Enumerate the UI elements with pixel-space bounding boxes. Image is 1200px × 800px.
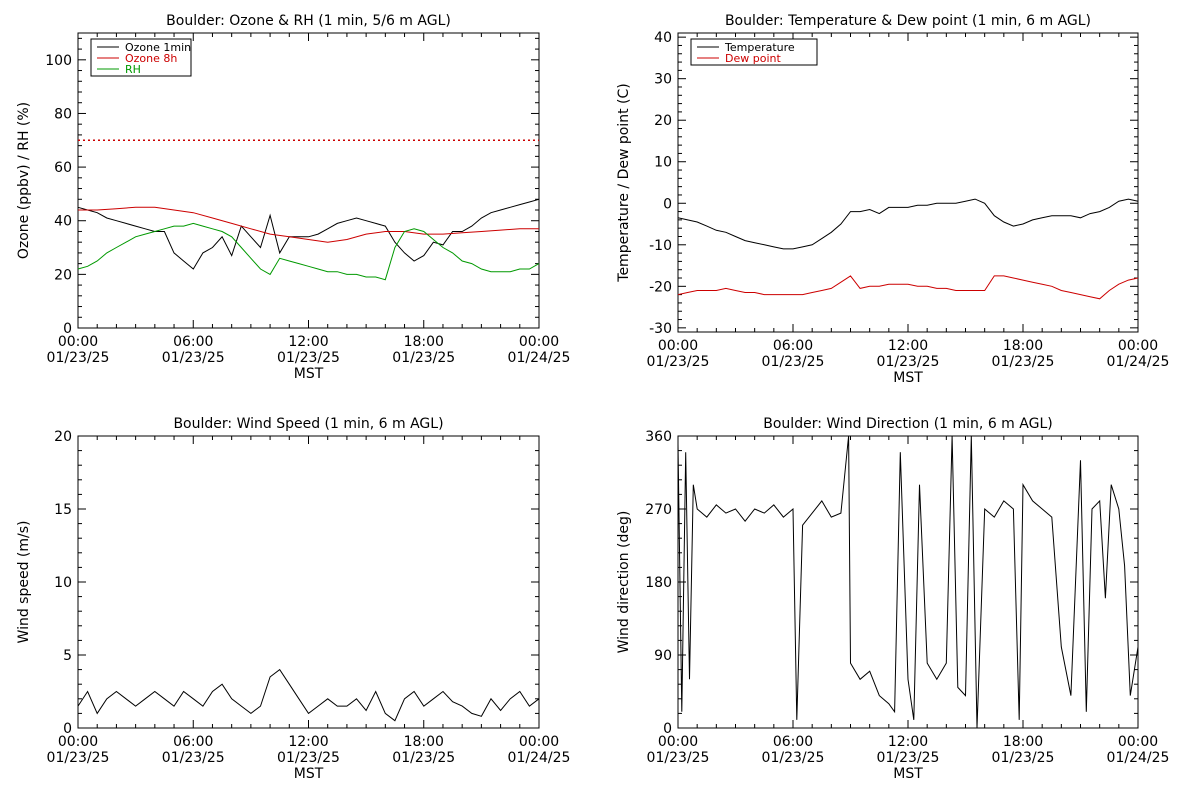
y-tick-label: 90 [654,648,672,664]
x-tick-label-time: 06:00 [773,734,813,750]
chart-title: Boulder: Wind Direction (1 min, 6 m AGL) [763,416,1052,432]
x-tick-label-time: 18:00 [1003,734,1043,750]
y-tick-label: 360 [645,429,672,445]
x-tick-label-time: 06:00 [773,338,813,354]
y-tick-label: -20 [649,279,672,295]
y-tick-label: 100 [45,53,72,69]
y-axis-label: Wind direction (deg) [616,511,632,654]
legend-label: RH [125,63,141,76]
x-tick-label-time: 00:00 [658,734,698,750]
x-tick-label-time: 00:00 [519,734,559,750]
x-tick-label-date: 01/24/25 [508,350,571,366]
x-tick-label-time: 00:00 [1118,734,1158,750]
chart-title: Boulder: Wind Speed (1 min, 6 m AGL) [173,416,443,432]
x-tick-label-date: 01/23/25 [647,354,710,370]
x-tick-label-time: 00:00 [1118,338,1158,354]
x-tick-label-date: 01/23/25 [762,750,825,766]
x-tick-label-date: 01/23/25 [47,350,110,366]
plot-frame [677,32,1139,333]
x-tick-label-date: 01/23/25 [877,354,940,370]
y-tick-label: 0 [663,196,672,212]
series-line-0 [77,198,540,270]
y-tick-label: 20 [654,113,672,129]
series-line-0 [77,668,540,722]
x-tick-label-time: 06:00 [173,334,213,350]
y-axis-label: Wind speed (m/s) [16,521,32,644]
series-line-1 [677,275,1139,300]
plot-frame [77,435,540,729]
x-tick-label-time: 00:00 [58,734,98,750]
series-line-2 [77,222,540,281]
x-tick-label-date: 01/23/25 [992,354,1055,370]
x-tick-label-time: 00:00 [58,334,98,350]
y-tick-label: 80 [54,106,72,122]
y-tick-label: 40 [654,30,672,46]
x-tick-label-time: 00:00 [658,338,698,354]
x-tick-label-date: 01/23/25 [877,750,940,766]
x-tick-label-time: 12:00 [888,734,928,750]
x-tick-label-date: 01/24/25 [508,750,571,766]
chart-panel-2: Boulder: Wind Speed (1 min, 6 m AGL) 00:0… [16,416,570,782]
y-tick-label: 30 [654,72,672,88]
y-axis-label: Temperature / Dew point (C) [616,83,632,282]
series-line-1 [78,206,539,243]
y-tick-label: -30 [649,321,672,337]
series-line-0 [677,198,1139,250]
x-axis-label: MST [893,766,923,782]
x-tick-label-date: 01/23/25 [392,750,455,766]
chart-panel-3: Boulder: Wind Direction (1 min, 6 m AGL)… [616,416,1169,782]
x-tick-label-date: 01/24/25 [1107,354,1170,370]
y-tick-label: 270 [645,502,672,518]
chart-panel-1: Boulder: Temperature & Dew point (1 min,… [616,13,1169,386]
x-tick-label-date: 01/23/25 [47,750,110,766]
y-tick-label: 40 [54,214,72,230]
legend-box [690,38,818,66]
x-tick-label-date: 01/23/25 [647,750,710,766]
chart-title: Boulder: Ozone & RH (1 min, 5/6 m AGL) [166,13,451,29]
x-tick-label-time: 12:00 [888,338,928,354]
x-tick-label-time: 00:00 [519,334,559,350]
series-line-0 [677,435,1139,729]
y-tick-label: 10 [54,575,72,591]
x-tick-label-time: 18:00 [1003,338,1043,354]
x-tick-label-date: 01/23/25 [162,350,225,366]
chart-panel-0: Boulder: Ozone & RH (1 min, 5/6 m AGL)00… [16,13,570,382]
legend-label: Ozone 1min [125,41,191,54]
x-axis-label: MST [294,366,324,382]
y-tick-label: 10 [654,155,672,171]
y-tick-label: -10 [649,238,672,254]
legend-label: Ozone 8h [125,52,177,65]
x-tick-label-time: 06:00 [173,734,213,750]
x-axis-label: MST [294,766,324,782]
plot-frame [77,32,540,329]
y-tick-label: 60 [54,160,72,176]
x-tick-label-date: 01/23/25 [277,750,340,766]
y-tick-label: 5 [63,648,72,664]
x-tick-label-time: 18:00 [404,334,444,350]
legend-label: Temperature [724,41,795,54]
y-tick-label: 15 [54,502,72,518]
x-axis-label: MST [893,370,923,386]
x-tick-label-time: 12:00 [288,734,328,750]
x-tick-label-date: 01/23/25 [992,750,1055,766]
x-tick-label-date: 01/23/25 [392,350,455,366]
x-tick-label-date: 01/23/25 [762,354,825,370]
y-tick-label: 20 [54,429,72,445]
y-tick-label: 20 [54,267,72,283]
legend-label: Dew point [725,52,781,65]
x-tick-label-date: 01/24/25 [1107,750,1170,766]
x-tick-label-date: 01/23/25 [162,750,225,766]
y-tick-label: 0 [663,721,672,737]
y-tick-label: 0 [63,321,72,337]
y-tick-label: 180 [645,575,672,591]
y-tick-label: 0 [63,721,72,737]
x-tick-label-date: 01/23/25 [277,350,340,366]
x-tick-label-time: 12:00 [288,334,328,350]
y-axis-label: Ozone (ppbv) / RH (%) [16,102,32,259]
x-tick-label-time: 18:00 [404,734,444,750]
chart-title: Boulder: Temperature & Dew point (1 min,… [725,13,1091,29]
